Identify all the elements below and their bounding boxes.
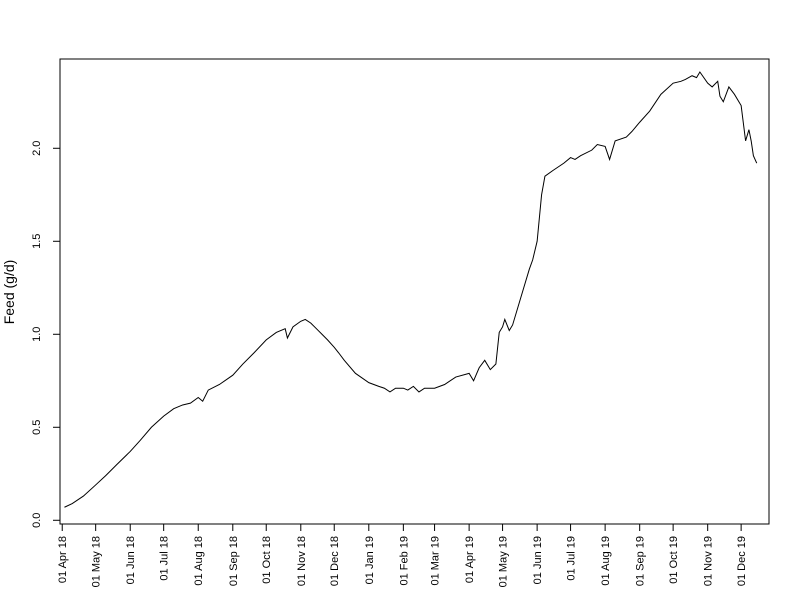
x-tick-label: 01 Dec 18 <box>329 536 341 586</box>
x-tick-label: 01 Jul 18 <box>159 536 171 581</box>
x-axis: 01 Apr 18 01 May 18 01 Jun 18 01 Jul 18 01 A… <box>57 523 748 587</box>
x-tick-label: 01 Jun 18 <box>125 536 137 584</box>
x-tick-label: 01 Feb 19 <box>398 536 410 586</box>
x-tick-label: 01 Oct 18 <box>261 536 273 584</box>
x-tick-label: 01 May 18 <box>91 536 103 587</box>
x-tick-label: 01 Oct 19 <box>668 536 680 584</box>
y-tick-label: 2.0 <box>31 141 43 156</box>
x-tick-label: 01 Jun 19 <box>532 536 544 584</box>
x-tick-label: 01 Sep 19 <box>635 536 647 586</box>
x-tick-label: 01 Jul 19 <box>566 536 578 581</box>
x-tick-label: 01 May 19 <box>498 536 510 587</box>
x-tick-label: 01 Aug 19 <box>600 536 612 586</box>
feed-series-line <box>64 71 758 508</box>
y-tick-label: 0.0 <box>31 513 43 528</box>
y-axis: 0.0 0.5 1.0 1.5 2.0 <box>31 141 61 528</box>
x-tick-label: 01 Nov 19 <box>703 536 715 586</box>
x-tick-label: 01 Aug 18 <box>193 536 205 586</box>
x-tick-label: 01 Mar 19 <box>430 536 442 586</box>
y-axis-title: Feed (g/d) <box>1 260 17 325</box>
plot-frame <box>59 58 770 525</box>
y-tick-label: 1.5 <box>31 234 43 249</box>
y-tick-label: 1.0 <box>31 327 43 342</box>
y-tick-label: 0.5 <box>31 420 43 435</box>
x-tick-label: 01 Nov 18 <box>296 536 308 586</box>
x-tick-label: 01 Dec 19 <box>736 536 748 586</box>
x-tick-label: 01 Apr 19 <box>464 536 476 583</box>
x-tick-label: 01 Sep 18 <box>228 536 240 586</box>
x-tick-label: 01 Apr 18 <box>57 536 69 583</box>
x-tick-label: 01 Jan 19 <box>364 536 376 584</box>
